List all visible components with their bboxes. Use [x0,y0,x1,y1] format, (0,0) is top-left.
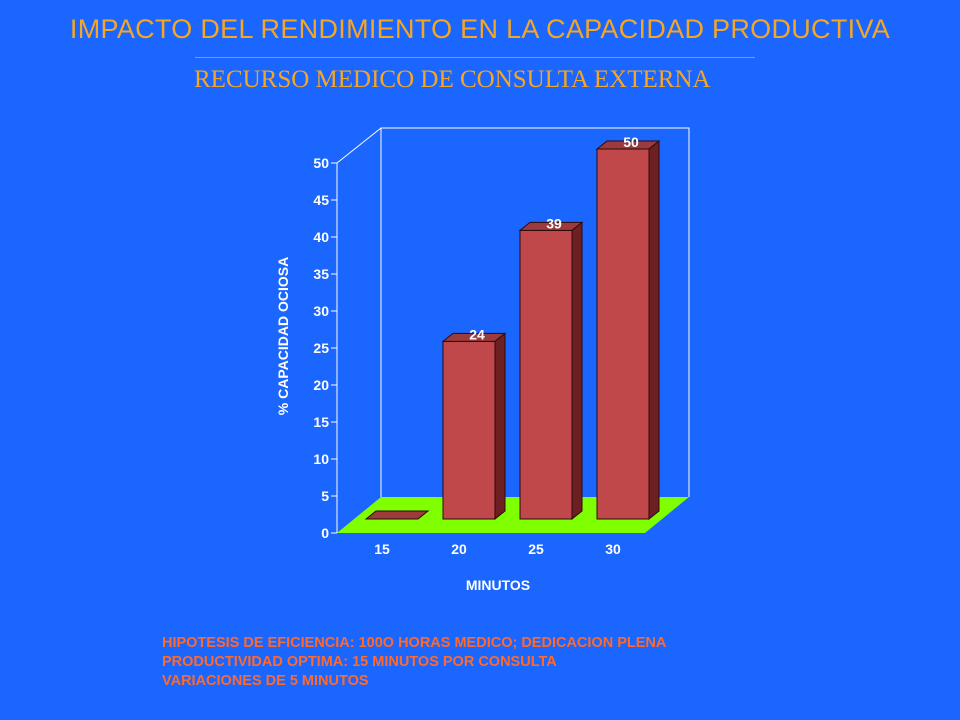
y-tick-label: 40 [313,229,329,245]
x-tick-label: 15 [374,541,390,557]
y-tick-label: 15 [313,414,329,430]
title-divider [195,57,755,58]
y-tick-label: 35 [313,266,329,282]
note-line: PRODUCTIVIDAD OPTIMA: 15 MINUTOS POR CON… [162,654,557,670]
y-tick-label: 50 [313,155,329,171]
back-wall [380,127,690,497]
note-line: VARIACIONES DE 5 MINUTOS [162,673,369,689]
bar-side [648,139,660,521]
bar [364,510,430,520]
x-tick-label: 30 [605,541,621,557]
y-tick-label: 20 [313,377,329,393]
y-tick-label: 0 [321,525,329,541]
y-tick-label: 45 [313,192,329,208]
data-label: 50 [623,134,639,150]
bar-side [494,332,506,521]
slide-subtitle: RECURSO MEDICO DE CONSULTA EXTERNA [194,66,711,93]
bar-side [571,221,583,521]
slide-title: IMPACTO DEL RENDIMIENTO EN LA CAPACIDAD … [69,14,891,44]
x-axis-title: MINUTOS [466,577,530,593]
data-label: 39 [546,215,562,231]
y-tick-label: 10 [313,451,329,467]
x-tick-label: 20 [451,541,467,557]
side-wall-edge [336,127,382,164]
note-line: HIPOTESIS DE EFICIENCIA: 100O HORAS MEDI… [162,635,667,651]
y-tick-label: 30 [313,303,329,319]
y-tick-label: 5 [321,488,329,504]
x-tick-label: 25 [528,541,544,557]
data-label: 24 [469,326,485,342]
bar [519,229,573,520]
bar [442,340,496,520]
y-tick-label: 25 [313,340,329,356]
y-axis-title: % CAPACIDAD OCIOSA [275,257,291,415]
bar [596,148,650,520]
notes-block: HIPOTESIS DE EFICIENCIA: 100O HORAS MEDI… [162,634,666,691]
